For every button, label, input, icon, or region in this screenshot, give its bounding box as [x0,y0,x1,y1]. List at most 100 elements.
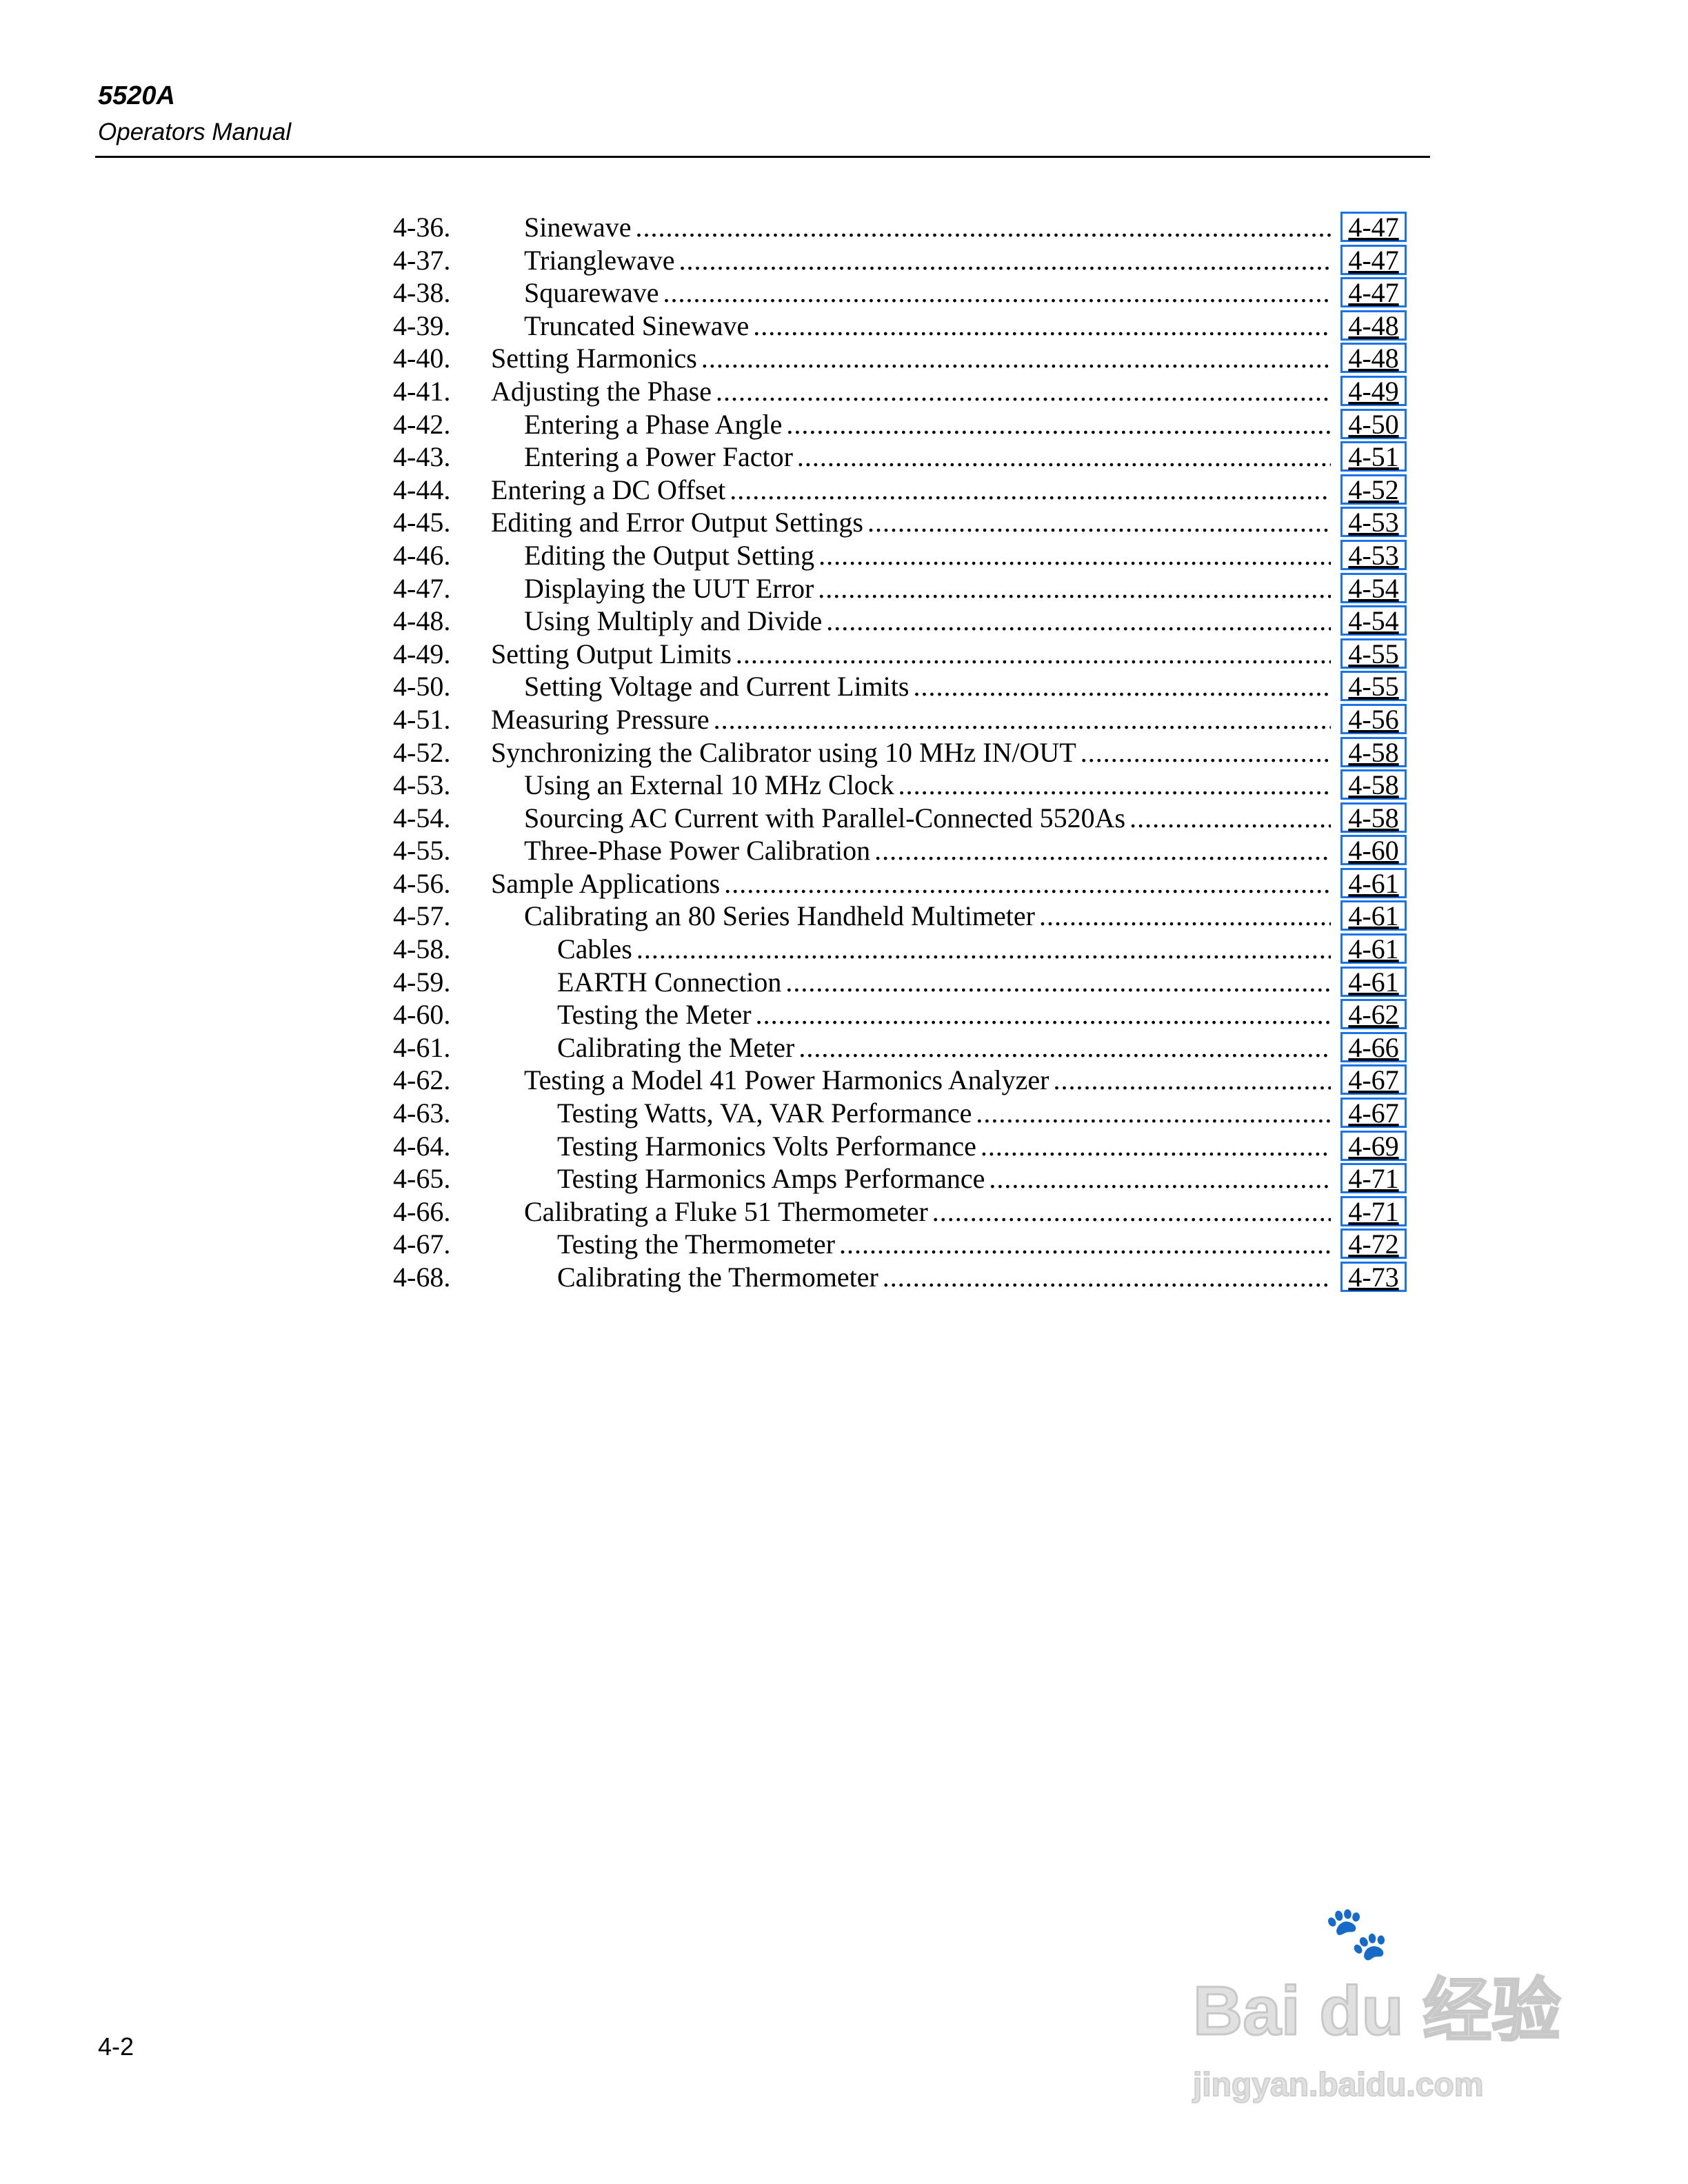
page-link[interactable]: 4-55 [1340,638,1407,669]
section-title: Testing Harmonics Volts Performance [557,1129,981,1163]
section-title: Setting Voltage and Current Limits [524,670,914,703]
toc-entry[interactable]: 4-55. Three-Phase Power Calibration 4-60 [393,834,1407,867]
page-link[interactable]: 4-73 [1340,1262,1407,1292]
toc-entry[interactable]: 4-40. Setting Harmonics 4-48 [393,342,1407,375]
entry-title-with-leader: Testing the Meter [557,998,1331,1031]
page-link[interactable]: 4-48 [1340,310,1407,341]
section-number: 4-62. [393,1064,451,1096]
page-link[interactable]: 4-60 [1340,835,1407,866]
toc-entry[interactable]: 4-49. Setting Output Limits 4-55 [393,637,1407,671]
page-link[interactable]: 4-66 [1340,1031,1407,1062]
toc-entry[interactable]: 4-50. Setting Voltage and Current Limits 4… [393,670,1407,703]
toc-entry[interactable]: 4-62. Testing a Model 41 Power Harmonics … [393,1064,1407,1098]
entry-title-with-leader: Calibrating the Meter [557,1031,1331,1064]
toc-entry[interactable]: 4-42. Entering a Phase Angle 4-50 [393,407,1407,441]
toc-entry[interactable]: 4-53. Using an External 10 MHz Clock 4-58 [393,769,1407,802]
section-title: Truncated Sinewave [524,309,754,343]
section-number: 4-51. [393,703,451,735]
dot-leader [663,276,1331,310]
section-title: Testing the Meter [557,998,756,1031]
toc-entry[interactable]: 4-60. Testing the Meter 4-62 [393,998,1407,1031]
toc-entry[interactable]: 4-46. Editing the Output Setting 4-53 [393,538,1407,572]
toc-entry[interactable]: 4-68. Calibrating the Thermometer 4-73 [393,1261,1407,1294]
page-link[interactable]: 4-56 [1340,703,1407,734]
page-link[interactable]: 4-48 [1340,343,1407,374]
toc-entry[interactable]: 4-48. Using Multiply and Divide 4-54 [393,605,1407,638]
section-number: 4-65. [393,1163,451,1195]
toc-entry[interactable]: 4-58. Cables 4-61 [393,933,1407,966]
toc-entry[interactable]: 4-43. Entering a Power Factor 4-51 [393,441,1407,474]
entry-title-with-leader: Sample Applications [491,867,1331,900]
toc-entry[interactable]: 4-65. Testing Harmonics Amps Performance 4… [393,1162,1407,1195]
page-link[interactable]: 4-58 [1340,802,1407,833]
page-link[interactable]: 4-61 [1340,867,1407,898]
section-title: Cables [557,933,636,966]
page-link[interactable]: 4-53 [1340,507,1407,538]
toc-entry[interactable]: 4-47. Displaying the UUT Error 4-54 [393,572,1407,605]
toc-entry[interactable]: 4-54. Sourcing AC Current with Parallel-C… [393,801,1407,835]
section-title: Testing Watts, VA, VAR Performance [557,1097,976,1130]
page-link[interactable]: 4-67 [1340,1098,1407,1129]
page-link[interactable]: 4-69 [1340,1130,1407,1161]
section-title: Calibrating an 80 Series Handheld Multim… [524,900,1039,933]
toc-entry[interactable]: 4-64. Testing Harmonics Volts Performance… [393,1129,1407,1163]
entry-title-with-leader: Displaying the UUT Error [524,572,1331,605]
page-link[interactable]: 4-54 [1340,572,1407,603]
section-number: 4-48. [393,605,451,637]
section-title: Calibrating the Meter [557,1031,799,1064]
section-number: 4-67. [393,1228,451,1260]
page-link[interactable]: 4-47 [1340,212,1407,242]
toc-entry[interactable]: 4-37. Trianglewave 4-47 [393,243,1407,277]
toc-entry[interactable]: 4-61. Calibrating the Meter 4-66 [393,1031,1407,1064]
dot-leader [818,572,1331,605]
page-link[interactable]: 4-71 [1340,1163,1407,1194]
page-link[interactable]: 4-72 [1340,1228,1407,1260]
dot-leader [883,1261,1331,1294]
toc-entry[interactable]: 4-67. Testing the Thermometer 4-72 [393,1228,1407,1261]
page-link[interactable]: 4-58 [1340,769,1407,800]
toc-entry[interactable]: 4-41. Adjusting the Phase 4-49 [393,374,1407,408]
section-number: 4-63. [393,1098,451,1129]
page-link[interactable]: 4-50 [1340,408,1407,439]
toc-entry[interactable]: 4-44. Entering a DC Offset 4-52 [393,473,1407,507]
paw-icon: 🐾 [1324,1904,1389,1963]
dot-leader [932,1195,1331,1228]
section-title: Setting Output Limits [491,637,736,671]
toc-entry[interactable]: 4-59. EARTH Connection 4-61 [393,965,1407,999]
entry-title-with-leader: Calibrating an 80 Series Handheld Multim… [524,900,1331,933]
toc-entry[interactable]: 4-56. Sample Applications 4-61 [393,867,1407,900]
dot-leader [1129,802,1331,835]
page-link[interactable]: 4-61 [1340,966,1407,997]
toc-entry[interactable]: 4-63. Testing Watts, VA, VAR Performance 4… [393,1097,1407,1130]
toc-entry[interactable]: 4-36. Sinewave 4-47 [393,211,1407,244]
watermark-logo-text: Bai du 经验 [1192,1972,1561,2051]
toc-entry[interactable]: 4-38. Squarewave 4-47 [393,276,1407,310]
page-link[interactable]: 4-61 [1340,933,1407,964]
page-link[interactable]: 4-55 [1340,671,1407,702]
section-number: 4-46. [393,539,451,571]
section-title: Sample Applications [491,867,725,900]
dot-leader [797,441,1331,474]
entry-title-with-leader: Calibrating the Thermometer [557,1261,1331,1294]
toc-entry[interactable]: 4-45. Editing and Error Output Settings 4-… [393,506,1407,539]
page-link[interactable]: 4-49 [1340,375,1407,406]
page-link[interactable]: 4-47 [1340,244,1407,275]
toc-entry[interactable]: 4-39. Truncated Sinewave 4-48 [393,309,1407,343]
page-link[interactable]: 4-52 [1340,474,1407,505]
section-number: 4-37. [393,244,451,276]
page-link[interactable]: 4-67 [1340,1064,1407,1095]
page-link[interactable]: 4-71 [1340,1195,1407,1226]
toc-entry[interactable]: 4-66. Calibrating a Fluke 51 Thermometer 4… [393,1195,1407,1228]
page-link[interactable]: 4-47 [1340,277,1407,308]
section-title: Synchronizing the Calibrator using 10 MH… [491,736,1081,769]
page-link[interactable]: 4-51 [1340,441,1407,472]
page-link[interactable]: 4-62 [1340,999,1407,1030]
page-link[interactable]: 4-53 [1340,539,1407,570]
page-link[interactable]: 4-54 [1340,605,1407,636]
toc-entry[interactable]: 4-57. Calibrating an 80 Series Handheld M… [393,900,1407,933]
section-title: Editing the Output Setting [524,538,819,572]
page-link[interactable]: 4-61 [1340,900,1407,931]
toc-entry[interactable]: 4-52. Synchronizing the Calibrator using … [393,736,1407,769]
toc-entry[interactable]: 4-51. Measuring Pressure 4-56 [393,702,1407,736]
page-link[interactable]: 4-58 [1340,736,1407,767]
